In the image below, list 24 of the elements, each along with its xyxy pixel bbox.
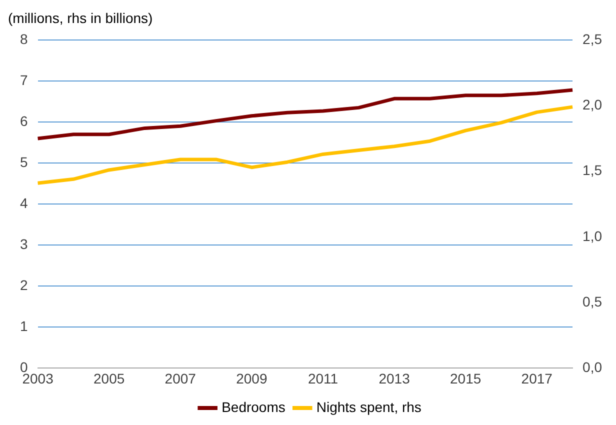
y2-tick-label: 0,5 (582, 293, 602, 310)
y2-tick-label: 0,0 (582, 359, 602, 376)
y-tick-label: 3 (20, 236, 28, 252)
y-tick-label: 4 (20, 194, 28, 211)
y2-tick-label: 1,0 (582, 228, 602, 244)
y2-tick-label: 1,5 (582, 162, 602, 178)
legend-label: Bedrooms (222, 398, 286, 415)
x-tick-label: 2005 (94, 370, 125, 386)
x-tick-label: 2017 (521, 370, 553, 386)
x-tick-label: 2011 (308, 370, 338, 386)
y-tick-label: 1 (20, 318, 28, 334)
x-tick-label: 2007 (164, 370, 196, 386)
x-tick-label: 2013 (378, 370, 410, 386)
y-tick-label: 7 (20, 72, 28, 88)
y2-tick-label: 2,0 (582, 96, 602, 112)
y-tick-label: 8 (20, 30, 28, 47)
x-tick-label: 2015 (450, 370, 482, 386)
y-tick-label: 2 (20, 277, 28, 294)
y-axis-title: (millions, rhs in billions) (8, 10, 153, 26)
y2-tick-label: 2,5 (582, 30, 602, 47)
legend-label: Nights spent, rhs (316, 398, 422, 415)
x-tick-label: 2009 (236, 370, 268, 386)
y-tick-label: 6 (20, 112, 28, 129)
y-tick-label: 5 (20, 154, 28, 170)
